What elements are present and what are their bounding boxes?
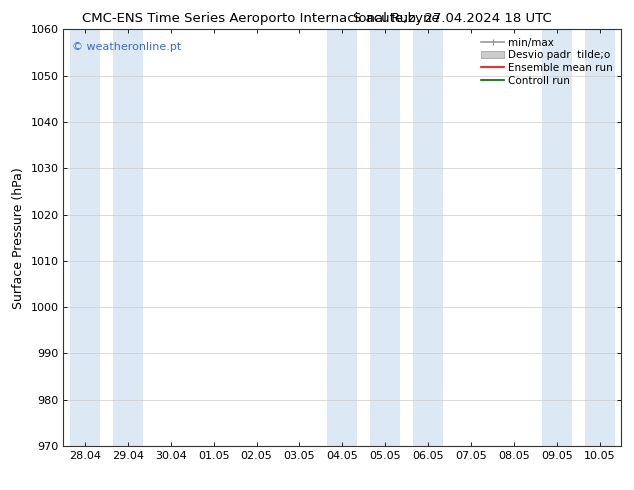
Bar [327, 29, 358, 446]
Legend: min/max, Desvio padr  tilde;o, Ensemble mean run, Controll run: min/max, Desvio padr tilde;o, Ensemble m… [478, 35, 616, 89]
Bar [413, 29, 443, 446]
Y-axis label: Surface Pressure (hPa): Surface Pressure (hPa) [12, 167, 25, 309]
Bar [542, 29, 572, 446]
Bar [113, 29, 143, 446]
Bar [585, 29, 615, 446]
Text: CMC-ENS Time Series Aeroporto Internacional Ruzyne: CMC-ENS Time Series Aeroporto Internacio… [82, 12, 440, 25]
Bar [70, 29, 100, 446]
Text: © weatheronline.pt: © weatheronline.pt [72, 42, 181, 52]
Text: S acute;b. 27.04.2024 18 UTC: S acute;b. 27.04.2024 18 UTC [353, 12, 552, 25]
Bar [370, 29, 400, 446]
